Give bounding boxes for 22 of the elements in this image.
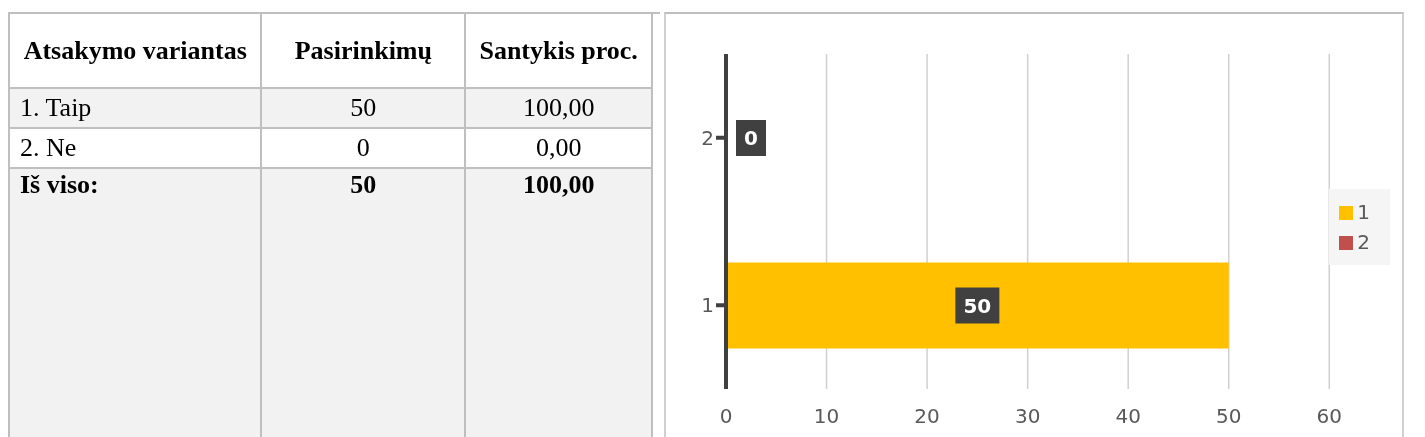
legend-label: 2 [1357, 229, 1370, 254]
x-tick-label: 50 [1215, 404, 1242, 429]
text: 100,00 [465, 88, 652, 128]
x-tick-label: 30 [1014, 404, 1041, 429]
data-label: 0 [744, 126, 758, 150]
legend-label: 1 [1357, 199, 1370, 224]
text: Iš viso: [9, 168, 262, 437]
text: 100,00 [465, 168, 652, 437]
text: Pasirinkimų [261, 14, 466, 88]
text: 0 [261, 128, 466, 168]
text: 0,00 [465, 128, 652, 168]
x-tick-label: 40 [1115, 404, 1141, 429]
x-tick-label: 0 [719, 404, 733, 429]
x-tick-label: 60 [1316, 404, 1342, 429]
text: Santykis proc. [465, 14, 652, 88]
text: 50 [261, 88, 466, 128]
data-label: 50 [963, 293, 992, 318]
x-tick-label: 10 [813, 404, 840, 429]
text: 1. Taip [9, 88, 262, 128]
text: Atsakymo variantas [9, 14, 262, 88]
x-tick-label: 20 [914, 404, 940, 429]
text: 2. Ne [9, 128, 262, 168]
